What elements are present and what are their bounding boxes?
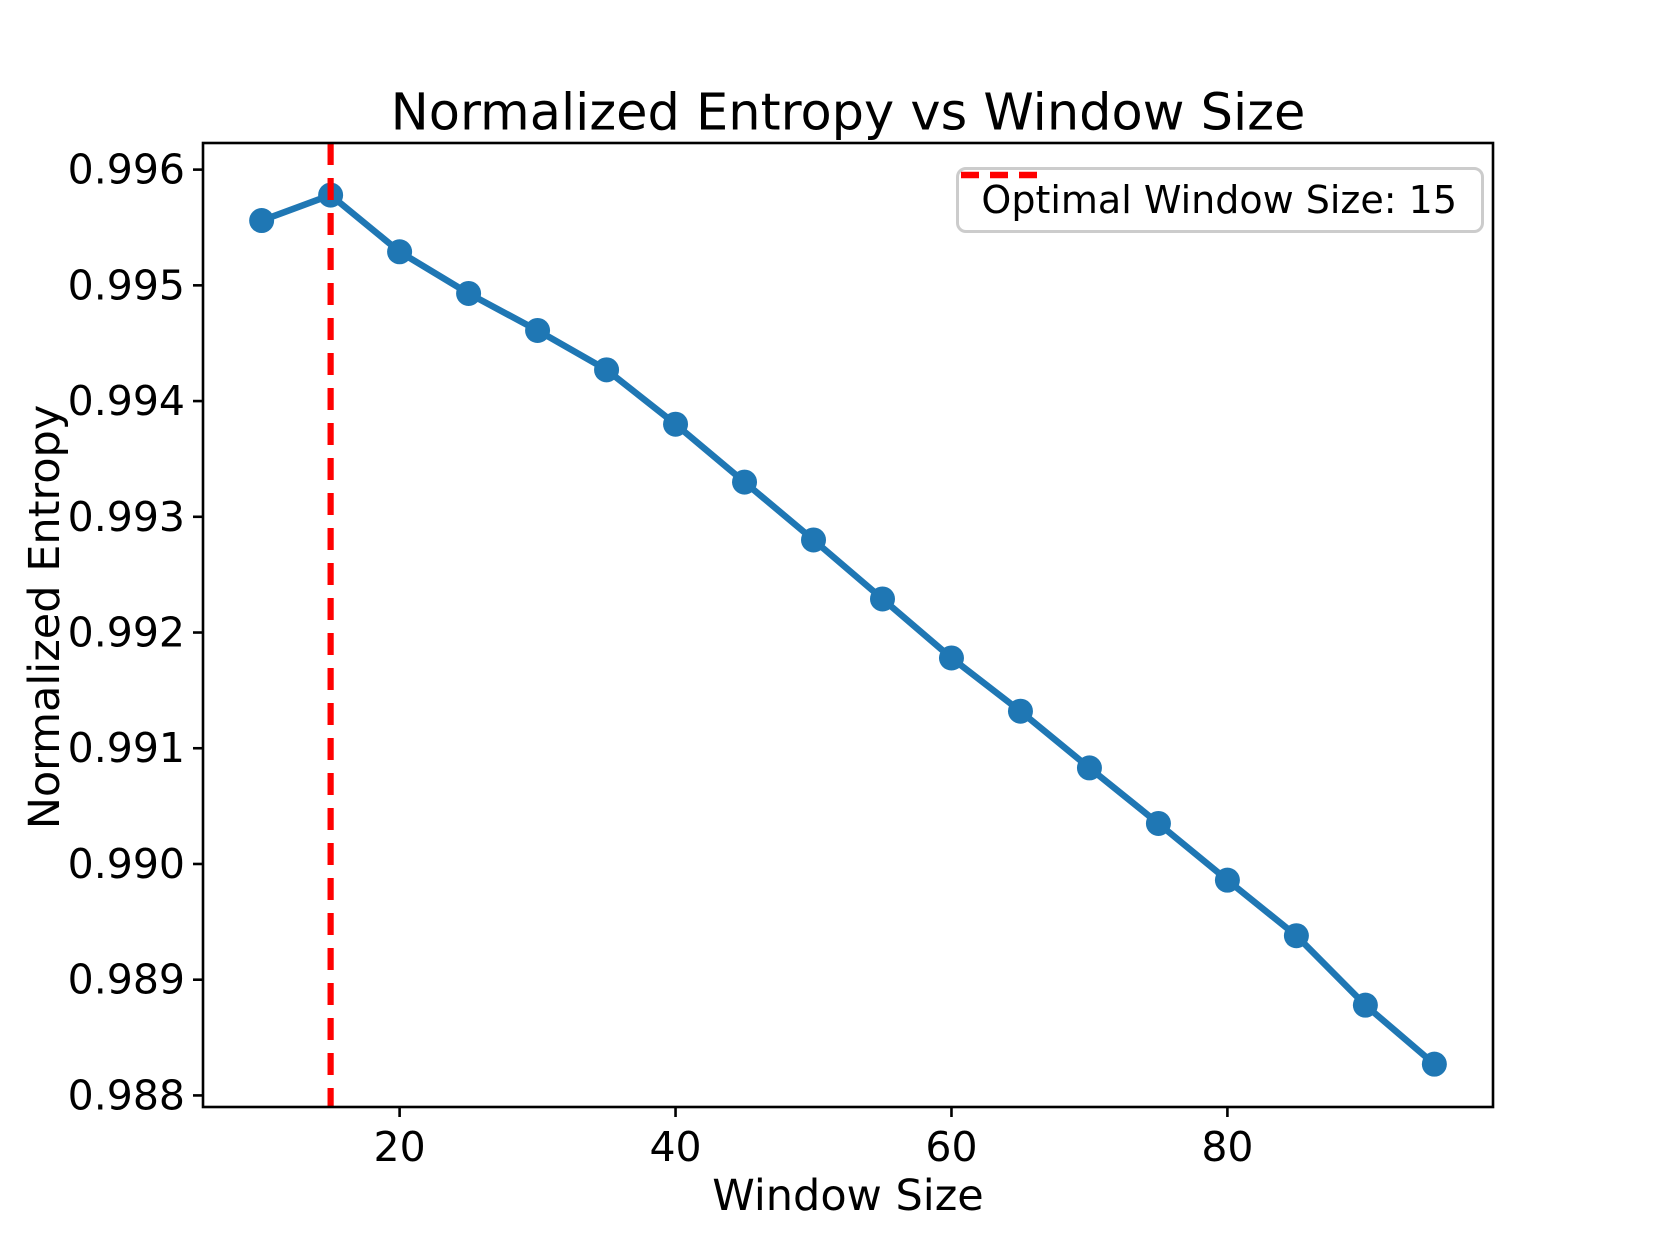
data-point <box>869 586 895 612</box>
data-point <box>387 239 413 265</box>
data-point <box>1352 992 1378 1018</box>
y-tick-label: 0.995 <box>68 261 185 309</box>
data-point <box>1007 698 1033 724</box>
data-point <box>732 469 758 495</box>
y-tick-label: 0.989 <box>68 956 185 1004</box>
data-point <box>594 357 620 383</box>
data-point <box>249 208 275 234</box>
legend-dashed-line-sample <box>961 171 1040 179</box>
data-point <box>801 527 827 553</box>
data-point <box>1214 867 1240 893</box>
data-point <box>1076 755 1102 781</box>
data-point <box>938 645 964 671</box>
y-tick-label: 0.992 <box>68 609 185 657</box>
y-tick-label: 0.988 <box>68 1071 185 1119</box>
legend: Optimal Window Size: 15 <box>956 167 1484 233</box>
data-point <box>1283 923 1309 949</box>
data-point <box>456 280 482 306</box>
y-tick-label: 0.996 <box>68 146 185 194</box>
data-point <box>1421 1051 1447 1077</box>
axes-frame <box>201 141 1495 1109</box>
y-tick-label: 0.991 <box>68 724 185 772</box>
chart-title: Normalized Entropy vs Window Size <box>390 83 1306 143</box>
data-point <box>1145 810 1171 836</box>
y-axis-label: Normalized Entropy <box>20 404 70 830</box>
y-tick-label: 0.994 <box>68 377 185 425</box>
y-tick-label: 0.993 <box>68 493 185 541</box>
data-point <box>663 411 689 437</box>
x-tick-label: 60 <box>925 1123 977 1171</box>
x-tick-label: 80 <box>1201 1123 1253 1171</box>
x-axis-label: Window Size <box>712 1171 984 1221</box>
y-tick-label: 0.990 <box>68 840 185 888</box>
entropy-line <box>258 191 1438 1068</box>
legend-label: Optimal Window Size: 15 <box>981 178 1457 222</box>
x-tick-label: 40 <box>649 1123 701 1171</box>
x-tick-label: 20 <box>374 1123 426 1171</box>
data-point <box>525 317 551 343</box>
